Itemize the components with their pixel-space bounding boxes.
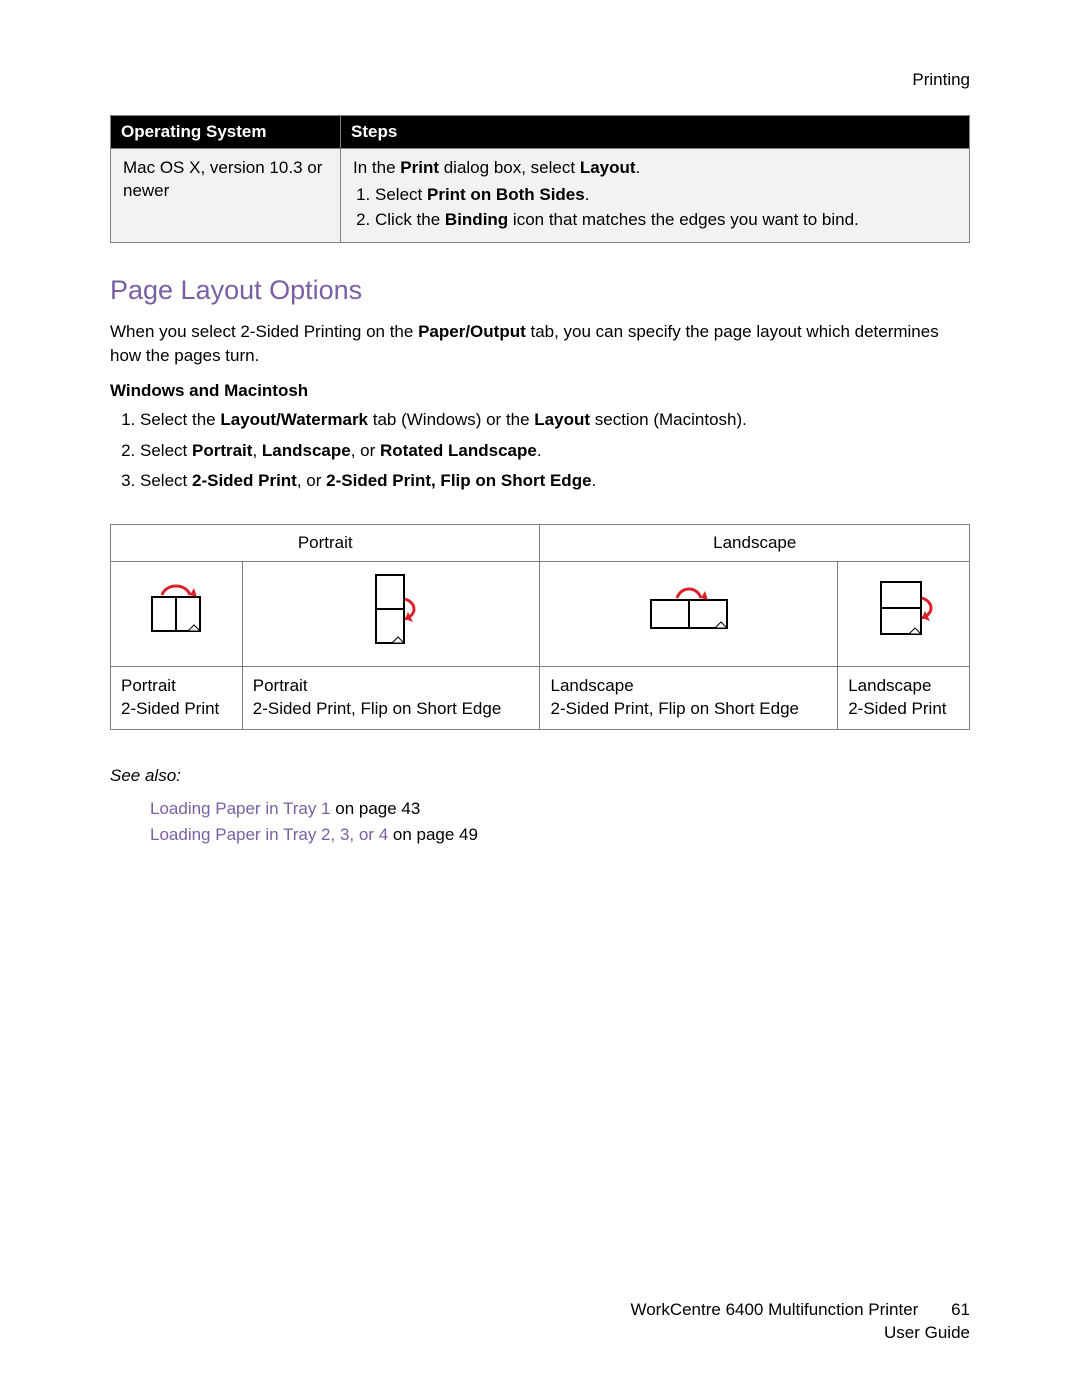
text: . (585, 185, 590, 204)
main-steps-list: Select the Layout/Watermark tab (Windows… (110, 407, 970, 494)
text: on page 43 (331, 799, 421, 818)
text: Select (375, 185, 427, 204)
layout-icon-landscape-flip-short (540, 562, 838, 667)
text: Click the (375, 210, 445, 229)
footer-product: WorkCentre 6400 Multifunction Printer (630, 1300, 918, 1319)
layout-label-cell: Portrait 2-Sided Print (111, 667, 243, 730)
binding-landscape-long-edge-icon (869, 572, 939, 652)
text: In the (353, 158, 400, 177)
text: Portrait (121, 676, 176, 695)
steps-intro: In the Print dialog box, select Layout. (353, 158, 640, 177)
layout-label-cell: Portrait 2-Sided Print, Flip on Short Ed… (242, 667, 540, 730)
text-bold: Landscape (262, 441, 351, 460)
text-bold: Rotated Landscape (380, 441, 537, 460)
footer-page-number: 61 (951, 1299, 970, 1322)
binding-landscape-short-edge-icon (639, 582, 739, 642)
steps-list: Select Print on Both Sides. Click the Bi… (353, 184, 957, 232)
text: When you select 2-Sided Printing on the (110, 322, 418, 341)
layout-label-cell: Landscape 2-Sided Print, Flip on Short E… (540, 667, 838, 730)
text: Select (140, 471, 192, 490)
section-intro: When you select 2-Sided Printing on the … (110, 320, 970, 368)
text-bold: 2-Sided Print (192, 471, 297, 490)
text-bold: Binding (445, 210, 508, 229)
text-bold: Layout (534, 410, 590, 429)
list-item: Select Print on Both Sides. (375, 184, 957, 207)
binding-portrait-long-edge-icon (136, 577, 216, 647)
list-item: Select Portrait, Landscape, or Rotated L… (140, 438, 970, 464)
footer-guide: User Guide (884, 1323, 970, 1342)
text: icon that matches the edges you want to … (508, 210, 859, 229)
text: , or (297, 471, 326, 490)
text-bold: Print on Both Sides (427, 185, 585, 204)
text: , or (351, 441, 380, 460)
text: . (537, 441, 542, 460)
section-title: Page Layout Options (110, 275, 970, 306)
subheading: Windows and Macintosh (110, 381, 970, 401)
text-bold: Print (400, 158, 439, 177)
table-cell-os: Mac OS X, version 10.3 or newer (111, 149, 341, 243)
text: 2-Sided Print (848, 699, 946, 718)
text: Select (140, 441, 192, 460)
text-bold: Layout (580, 158, 636, 177)
document-page: Printing Operating System Steps Mac OS X… (0, 0, 1080, 1397)
list-item: Select 2-Sided Print, or 2-Sided Print, … (140, 468, 970, 494)
text: dialog box, select (439, 158, 580, 177)
text: . (636, 158, 641, 177)
os-steps-table: Operating System Steps Mac OS X, version… (110, 115, 970, 243)
text: tab (Windows) or the (368, 410, 534, 429)
text: Select the (140, 410, 220, 429)
layout-header-landscape: Landscape (540, 525, 970, 562)
text: Landscape (550, 676, 633, 695)
see-also-label: See also: (110, 766, 970, 786)
text: Portrait (253, 676, 308, 695)
layout-options-table: Portrait Landscape (110, 524, 970, 730)
table-cell-steps: In the Print dialog box, select Layout. … (341, 149, 970, 243)
text: . (592, 471, 597, 490)
layout-header-portrait: Portrait (111, 525, 540, 562)
layout-label-cell: Landscape 2-Sided Print (838, 667, 970, 730)
text: 2-Sided Print, Flip on Short Edge (253, 699, 502, 718)
text-bold: Layout/Watermark (220, 410, 368, 429)
table-header-steps: Steps (341, 116, 970, 149)
text-bold: Portrait (192, 441, 252, 460)
layout-icon-landscape-2sided (838, 562, 970, 667)
text-bold: Paper/Output (418, 322, 526, 341)
text: on page 49 (388, 825, 478, 844)
layout-icon-portrait-2sided (111, 562, 243, 667)
see-also-link-2: Loading Paper in Tray 2, 3, or 4 on page… (150, 822, 970, 848)
text: 2-Sided Print (121, 699, 219, 718)
text: section (Macintosh). (590, 410, 747, 429)
list-item: Click the Binding icon that matches the … (375, 209, 957, 232)
table-header-os: Operating System (111, 116, 341, 149)
text-bold: 2-Sided Print, Flip on Short Edge (326, 471, 591, 490)
list-item: Select the Layout/Watermark tab (Windows… (140, 407, 970, 433)
text: 2-Sided Print, Flip on Short Edge (550, 699, 799, 718)
layout-icon-portrait-flip-short (242, 562, 540, 667)
page-footer: WorkCentre 6400 Multifunction Printer 61… (630, 1299, 970, 1345)
header-section-label: Printing (912, 70, 970, 90)
binding-portrait-short-edge-icon (361, 567, 421, 657)
see-also-link-1: Loading Paper in Tray 1 on page 43 (150, 796, 970, 822)
text: , (252, 441, 261, 460)
link-text[interactable]: Loading Paper in Tray 2, 3, or 4 (150, 825, 388, 844)
text: Landscape (848, 676, 931, 695)
link-text[interactable]: Loading Paper in Tray 1 (150, 799, 331, 818)
